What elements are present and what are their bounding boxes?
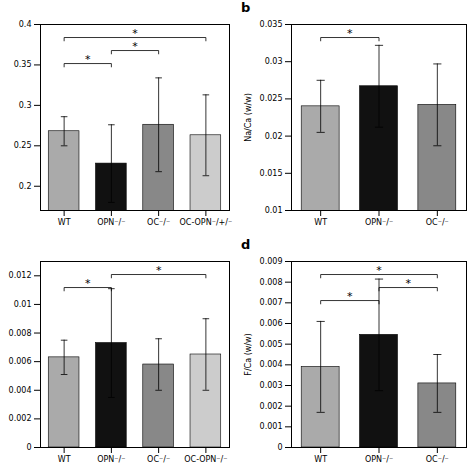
- svg-text:0: 0: [277, 443, 282, 452]
- svg-text:0.25: 0.25: [14, 141, 32, 150]
- svg-text:OC-OPN⁻/+/⁻: OC-OPN⁻/+/⁻: [180, 218, 233, 227]
- svg-text:0.01: 0.01: [265, 206, 283, 215]
- svg-text:OC⁻/⁻: OC⁻/⁻: [426, 455, 449, 464]
- svg-text:0.003: 0.003: [260, 381, 283, 390]
- svg-text:WT: WT: [314, 455, 327, 464]
- svg-text:0.005: 0.005: [260, 340, 283, 349]
- svg-text:OPN⁻/⁻: OPN⁻/⁻: [97, 455, 125, 464]
- svg-text:0: 0: [26, 443, 31, 452]
- svg-text:WT: WT: [58, 455, 71, 464]
- svg-text:0.009: 0.009: [260, 257, 283, 266]
- svg-text:0.015: 0.015: [260, 169, 283, 178]
- svg-text:OPN⁻/⁻: OPN⁻/⁻: [365, 218, 393, 227]
- svg-text:*: *: [132, 27, 138, 40]
- svg-text:0.008: 0.008: [260, 278, 283, 287]
- svg-text:OC⁻/⁻: OC⁻/⁻: [147, 455, 170, 464]
- svg-text:0.002: 0.002: [260, 402, 283, 411]
- svg-text:0.007: 0.007: [260, 298, 283, 307]
- svg-text:OC⁻/⁻: OC⁻/⁻: [147, 218, 170, 227]
- svg-text:WT: WT: [58, 218, 71, 227]
- svg-text:0.02: 0.02: [265, 132, 283, 141]
- svg-text:0.008: 0.008: [9, 329, 32, 338]
- svg-text:Na/Ca (w/w): Na/Ca (w/w): [244, 93, 253, 142]
- svg-text:0.004: 0.004: [9, 386, 32, 395]
- html-text:b: b: [241, 0, 251, 15]
- svg-text:0.004: 0.004: [260, 360, 283, 369]
- svg-text:*: *: [156, 264, 162, 277]
- svg-text:0.006: 0.006: [260, 319, 283, 328]
- svg-text:0.035: 0.035: [260, 20, 283, 29]
- svg-text:0.001: 0.001: [260, 422, 283, 431]
- svg-text:*: *: [85, 277, 91, 290]
- svg-text:*: *: [376, 264, 382, 277]
- html-text:d: d: [241, 237, 251, 252]
- svg-text:OC⁻/⁻: OC⁻/⁻: [426, 218, 449, 227]
- svg-text:WT: WT: [314, 218, 327, 227]
- svg-text:OPN⁻/⁻: OPN⁻/⁻: [97, 218, 125, 227]
- svg-text:0.4: 0.4: [19, 20, 32, 29]
- svg-text:OPN⁻/⁻: OPN⁻/⁻: [365, 455, 393, 464]
- svg-text:*: *: [347, 290, 353, 303]
- svg-text:0.002: 0.002: [9, 414, 32, 423]
- svg-text:*: *: [85, 53, 91, 66]
- svg-text:0.006: 0.006: [9, 357, 32, 366]
- svg-text:0.025: 0.025: [260, 94, 283, 103]
- svg-text:0.03: 0.03: [265, 57, 283, 66]
- svg-text:0.012: 0.012: [9, 271, 32, 280]
- svg-text:*: *: [405, 277, 411, 290]
- svg-text:*: *: [347, 27, 353, 40]
- svg-text:0.35: 0.35: [14, 60, 32, 69]
- svg-text:OC-OPN⁻/⁻: OC-OPN⁻/⁻: [184, 455, 227, 464]
- svg-text:0.2: 0.2: [19, 182, 32, 191]
- svg-text:*: *: [132, 40, 138, 53]
- svg-text:0.3: 0.3: [19, 101, 32, 110]
- svg-text:0.01: 0.01: [14, 300, 32, 309]
- svg-text:F/Ca (w/w): F/Ca (w/w): [244, 333, 253, 375]
